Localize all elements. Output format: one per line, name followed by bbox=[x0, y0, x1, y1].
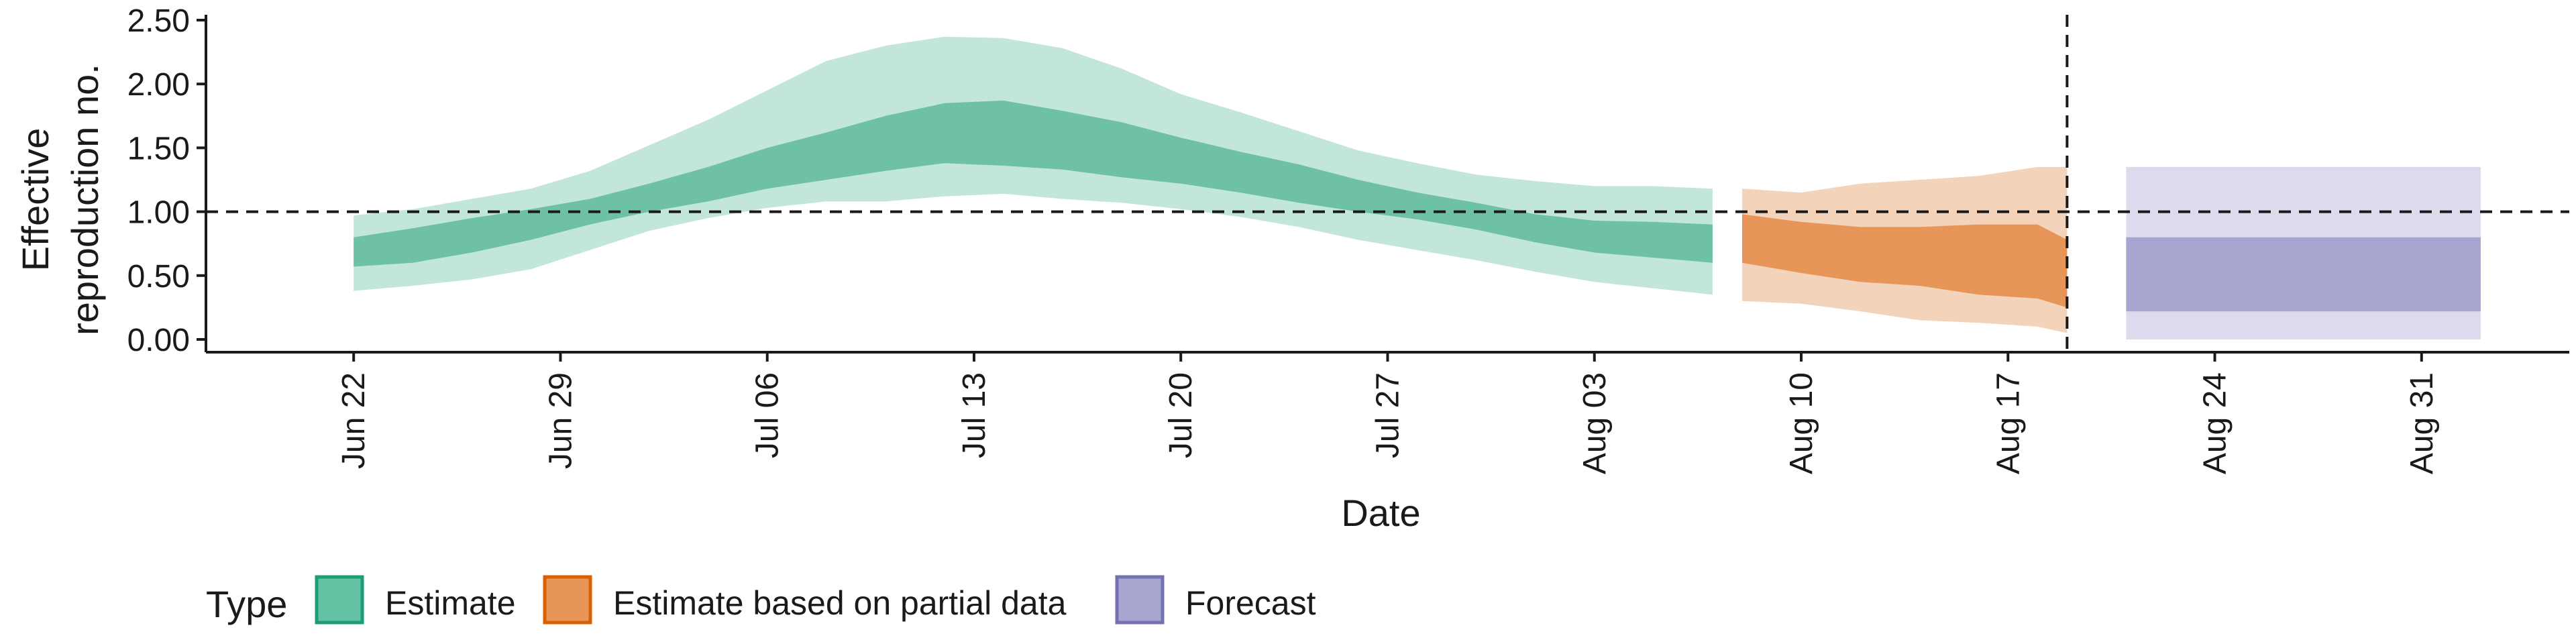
x-tick-label: Jul 20 bbox=[1163, 372, 1199, 458]
x-tick-label: Jun 29 bbox=[543, 372, 578, 469]
y-tick-label: 0.00 bbox=[127, 323, 190, 358]
y-tick-label: 1.50 bbox=[127, 131, 190, 166]
x-axis-title: Date bbox=[1341, 492, 1420, 534]
reference-lines bbox=[206, 15, 2569, 352]
x-tick-label: Jul 06 bbox=[750, 372, 786, 458]
y-axis-title-line-2: reproduction no. bbox=[64, 64, 106, 335]
legend-key-2 bbox=[543, 575, 592, 625]
y-axis-title-line-1: Effective bbox=[14, 128, 56, 272]
x-tick-label: Jun 22 bbox=[336, 372, 372, 469]
legend-label-1: Estimate bbox=[385, 584, 516, 622]
y-tick-label: 0.50 bbox=[127, 259, 190, 294]
x-tick-label: Aug 03 bbox=[1577, 372, 1613, 474]
legend-key-1 bbox=[315, 575, 364, 625]
x-tick-label: Aug 31 bbox=[2404, 372, 2440, 474]
x-tick-label: Jul 13 bbox=[957, 372, 992, 458]
y-tick-label: 2.50 bbox=[127, 3, 190, 39]
band-50-forecast bbox=[2126, 237, 2481, 312]
legend-label-3: Forecast bbox=[1185, 584, 1316, 622]
x-tick-label: Jul 27 bbox=[1371, 372, 1406, 458]
x-tick-label: Aug 24 bbox=[2198, 372, 2233, 474]
band-layer bbox=[354, 36, 2481, 339]
legend-key-3 bbox=[1115, 575, 1165, 625]
legend: Type Estimate Estimate based on partial d… bbox=[206, 575, 1316, 625]
legend-title: Type bbox=[206, 583, 287, 625]
x-tick-label: Aug 17 bbox=[1990, 372, 2026, 474]
y-tick-label: 1.00 bbox=[127, 195, 190, 231]
band-50-estimate bbox=[354, 100, 1713, 267]
y-tick-label: 2.00 bbox=[127, 67, 190, 103]
text-layer: Effective reproduction no. Date 0.00 0.50… bbox=[14, 3, 2440, 534]
axes-layer bbox=[197, 15, 2569, 362]
legend-label-2: Estimate based on partial data bbox=[613, 584, 1067, 622]
band-50-estimate-based-on-partial-data bbox=[1742, 214, 2068, 308]
x-tick-label: Aug 10 bbox=[1784, 372, 1819, 474]
